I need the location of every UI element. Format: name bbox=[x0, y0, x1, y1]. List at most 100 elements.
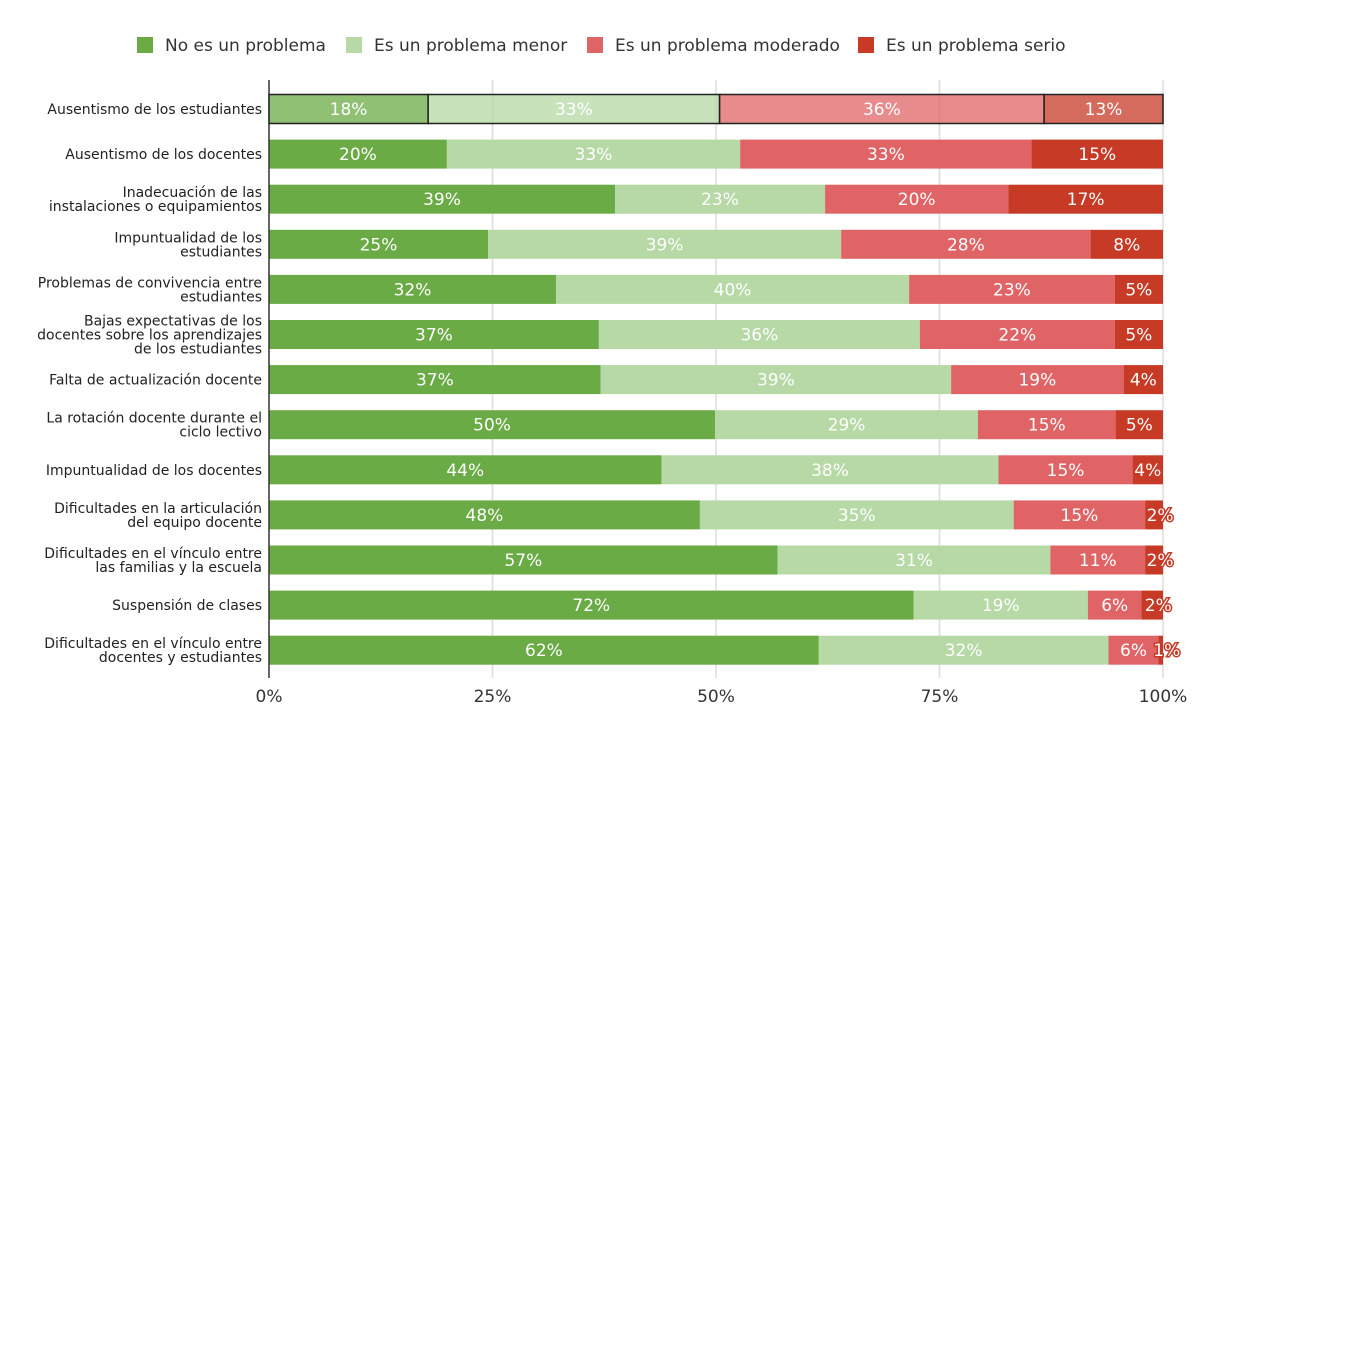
x-tick-label: 100% bbox=[1139, 687, 1188, 707]
bar-segment[interactable] bbox=[951, 365, 1124, 395]
bar-segment[interactable] bbox=[269, 229, 489, 259]
bar-segment[interactable] bbox=[269, 635, 819, 665]
bar-segment[interactable] bbox=[1158, 635, 1163, 665]
data-label: 23% bbox=[993, 280, 1031, 300]
bar-segment[interactable] bbox=[740, 139, 1032, 169]
data-label: 33% bbox=[867, 145, 905, 165]
bar-row: 57% 31% 11% 2% bbox=[269, 545, 1175, 575]
bar-segment[interactable] bbox=[1141, 590, 1163, 620]
bar-segment[interactable] bbox=[661, 455, 999, 485]
bar-segment[interactable] bbox=[825, 184, 1009, 214]
data-label: 19% bbox=[1018, 371, 1056, 391]
bar-segment[interactable] bbox=[699, 500, 1014, 530]
bar-segment[interactable] bbox=[269, 365, 601, 395]
bar-segment[interactable] bbox=[841, 229, 1091, 259]
bar-segment[interactable] bbox=[777, 545, 1051, 575]
bar-segment[interactable] bbox=[1114, 320, 1163, 349]
data-label: 39% bbox=[646, 235, 684, 255]
bar-segment[interactable] bbox=[1031, 139, 1163, 169]
bar-segment[interactable] bbox=[446, 139, 741, 169]
bar-segment[interactable] bbox=[269, 500, 700, 530]
bar-segment[interactable] bbox=[718, 93, 1045, 125]
data-label: 11% bbox=[1079, 551, 1117, 571]
data-label: 23% bbox=[701, 190, 739, 210]
data-label: 28% bbox=[947, 235, 985, 255]
bar-segment[interactable] bbox=[818, 635, 1109, 665]
bar-segment[interactable] bbox=[269, 139, 447, 169]
x-tick-label: 50% bbox=[697, 687, 735, 707]
bar-segment[interactable] bbox=[1050, 545, 1146, 575]
data-label: 39% bbox=[757, 371, 795, 391]
data-label: 31% bbox=[895, 551, 933, 571]
bar-segment[interactable] bbox=[1114, 274, 1163, 304]
category-label: Dificultades en el vínculo entre las fami… bbox=[44, 546, 262, 576]
bar-segment[interactable] bbox=[614, 184, 826, 214]
bar-segment[interactable] bbox=[715, 410, 978, 440]
legend-item[interactable]: No es un problema bbox=[137, 36, 326, 56]
bar-segment[interactable] bbox=[919, 320, 1115, 349]
bar-segment[interactable] bbox=[269, 590, 914, 620]
legend-label: Es un problema moderado bbox=[615, 36, 840, 56]
bar-row: 50% 29% 15% 5% bbox=[269, 410, 1163, 440]
legend-item[interactable]: Es un problema moderado bbox=[587, 36, 840, 56]
bars: 18% 33% 36% 13% 20% 33% 33% 15% 39% 23% 20% 17% 25% 3… bbox=[268, 93, 1182, 665]
bar-segment[interactable] bbox=[1090, 229, 1163, 259]
data-label: 40% bbox=[714, 280, 752, 300]
data-label: 32% bbox=[394, 280, 432, 300]
bar-segment[interactable] bbox=[1108, 635, 1159, 665]
category-label: Falta de actualización docente bbox=[49, 373, 262, 389]
y-axis: Ausentismo de los estudiantes Ausentismo … bbox=[37, 80, 270, 678]
bar-segment[interactable] bbox=[998, 455, 1133, 485]
data-label: 33% bbox=[575, 145, 613, 165]
bar-segment[interactable] bbox=[555, 274, 910, 304]
data-label: 48% bbox=[466, 506, 504, 526]
data-label: 33% bbox=[555, 100, 593, 120]
bar-segment[interactable] bbox=[268, 93, 429, 125]
bar-segment[interactable] bbox=[488, 229, 842, 259]
legend-item[interactable]: Es un problema menor bbox=[346, 36, 567, 56]
data-label: 6% bbox=[1120, 641, 1147, 661]
data-label: 15% bbox=[1047, 461, 1085, 481]
legend-item[interactable]: Es un problema serio bbox=[858, 36, 1066, 56]
bar-segment[interactable] bbox=[598, 320, 920, 349]
data-label: 18% bbox=[330, 100, 368, 120]
legend: No es un problema Es un problema menor Es … bbox=[137, 36, 1066, 56]
bar-segment[interactable] bbox=[1132, 455, 1163, 485]
bar-segment[interactable] bbox=[1145, 500, 1163, 530]
legend-swatch bbox=[346, 37, 362, 53]
bar-segment[interactable] bbox=[269, 410, 716, 440]
legend-swatch bbox=[858, 37, 874, 53]
bar-segment[interactable] bbox=[600, 365, 952, 395]
bar-segment[interactable] bbox=[1145, 545, 1163, 575]
category-label: Suspensión de clases bbox=[112, 598, 262, 614]
bar-segment[interactable] bbox=[1013, 500, 1146, 530]
bar-segment[interactable] bbox=[269, 274, 556, 304]
legend-swatch bbox=[587, 37, 603, 53]
data-label: 15% bbox=[1028, 416, 1066, 436]
bar-row: 20% 33% 33% 15% bbox=[269, 139, 1163, 169]
bar-segment[interactable] bbox=[909, 274, 1115, 304]
data-label: 19% bbox=[982, 596, 1020, 616]
data-label: 57% bbox=[504, 551, 542, 571]
bar-row: 48% 35% 15% 2% bbox=[269, 500, 1175, 530]
bar-segment[interactable] bbox=[269, 320, 599, 349]
bar-row: 44% 38% 15% 4% bbox=[269, 455, 1163, 485]
bar-segment[interactable] bbox=[913, 590, 1088, 620]
bar-segment[interactable] bbox=[1043, 93, 1164, 125]
bar-segment[interactable] bbox=[1008, 184, 1163, 214]
bar-segment[interactable] bbox=[427, 93, 721, 125]
category-label: La rotación docente durante el ciclo lect… bbox=[46, 411, 262, 441]
bar-segment[interactable] bbox=[269, 184, 615, 214]
category-label: Problemas de convivencia entre estudiante… bbox=[38, 275, 262, 305]
bar-segment[interactable] bbox=[269, 455, 662, 485]
bar-segment[interactable] bbox=[1115, 410, 1163, 440]
bar-segment[interactable] bbox=[269, 545, 778, 575]
data-label: 38% bbox=[811, 461, 849, 481]
bar-segment[interactable] bbox=[1123, 365, 1163, 395]
data-label: 37% bbox=[415, 326, 453, 346]
bar-segment[interactable] bbox=[977, 410, 1116, 440]
data-label: 36% bbox=[863, 100, 901, 120]
bar-segment[interactable] bbox=[1087, 590, 1142, 620]
data-label: 4% bbox=[1130, 371, 1157, 391]
